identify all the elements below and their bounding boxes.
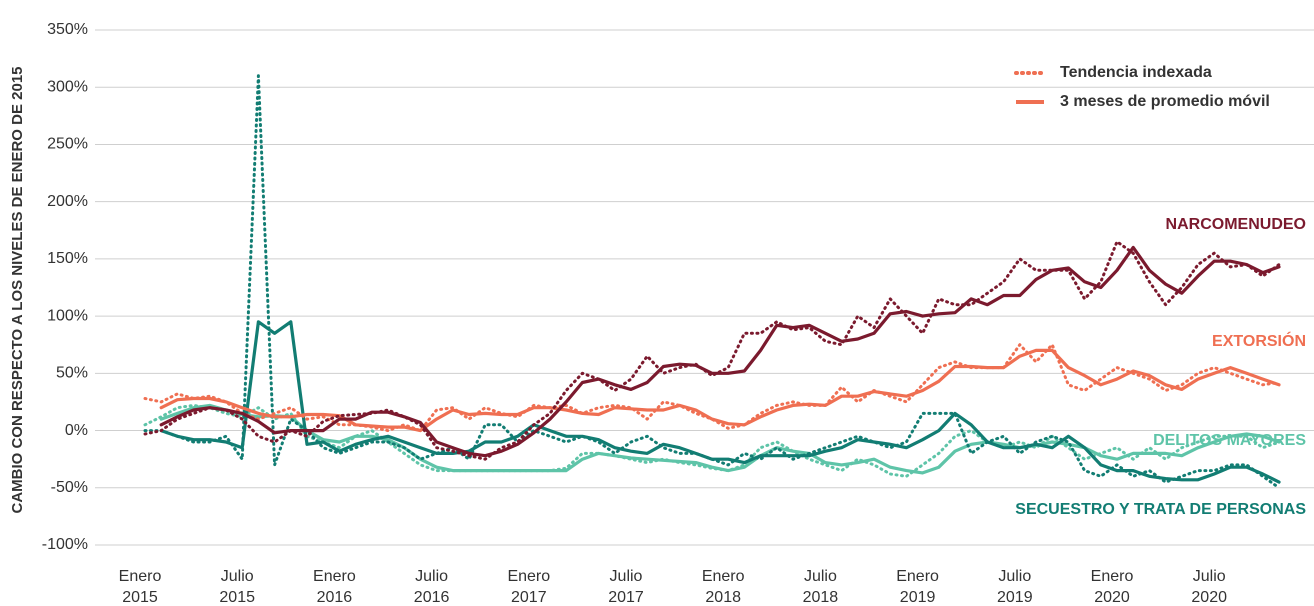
- series-label: NARCOMENUDEO: [1166, 216, 1306, 233]
- x-tick-label: Julio 2017: [608, 568, 644, 606]
- series-label: SECUESTRO Y TRATA DE PERSONAS: [1015, 501, 1306, 518]
- series-label: DELITOS MAYORES: [1153, 432, 1306, 449]
- series-label: EXTORSIÓN: [1212, 331, 1306, 350]
- trend-line: [143, 240, 1281, 461]
- y-tick-label: 0%: [65, 422, 88, 439]
- moving-average-line: [159, 403, 1281, 475]
- x-tick-label: Julio 2018: [802, 568, 839, 606]
- y-tick-label: 50%: [56, 365, 88, 382]
- y-tick-label: 150%: [47, 250, 88, 267]
- moving-average-line: [159, 320, 1281, 484]
- x-tick-label: Enero 2015: [118, 568, 162, 606]
- moving-average-line: [159, 245, 1281, 458]
- legend-label: Tendencia indexada: [1060, 64, 1212, 81]
- x-tick-label: Enero 2020: [1090, 568, 1134, 606]
- y-tick-label: 300%: [47, 78, 88, 95]
- x-tick-label: Julio 2016: [413, 568, 450, 606]
- y-tick-label: 100%: [47, 307, 88, 324]
- x-tick-label: Enero 2019: [896, 568, 939, 606]
- y-tick-label: -100%: [42, 536, 88, 553]
- x-tick-label: Enero 2016: [313, 568, 356, 606]
- legend-label: 3 meses de promedio móvil: [1060, 93, 1270, 110]
- y-tick-label: 200%: [47, 193, 88, 210]
- y-tick-label: 250%: [47, 136, 88, 153]
- x-tick-label: Julio 2020: [1191, 568, 1227, 606]
- y-tick-label: -50%: [51, 479, 88, 496]
- trend-line: [143, 74, 1281, 490]
- x-tick-label: Julio 2019: [997, 568, 1033, 606]
- y-axis-label: CAMBIO CON RESPECTO A LOS NIVELES DE ENE…: [9, 66, 26, 513]
- x-tick-label: Julio 2015: [219, 568, 255, 606]
- x-tick-label: Enero 2018: [701, 568, 745, 606]
- y-tick-label: 350%: [47, 21, 88, 38]
- x-tick-label: Enero 2017: [507, 568, 551, 606]
